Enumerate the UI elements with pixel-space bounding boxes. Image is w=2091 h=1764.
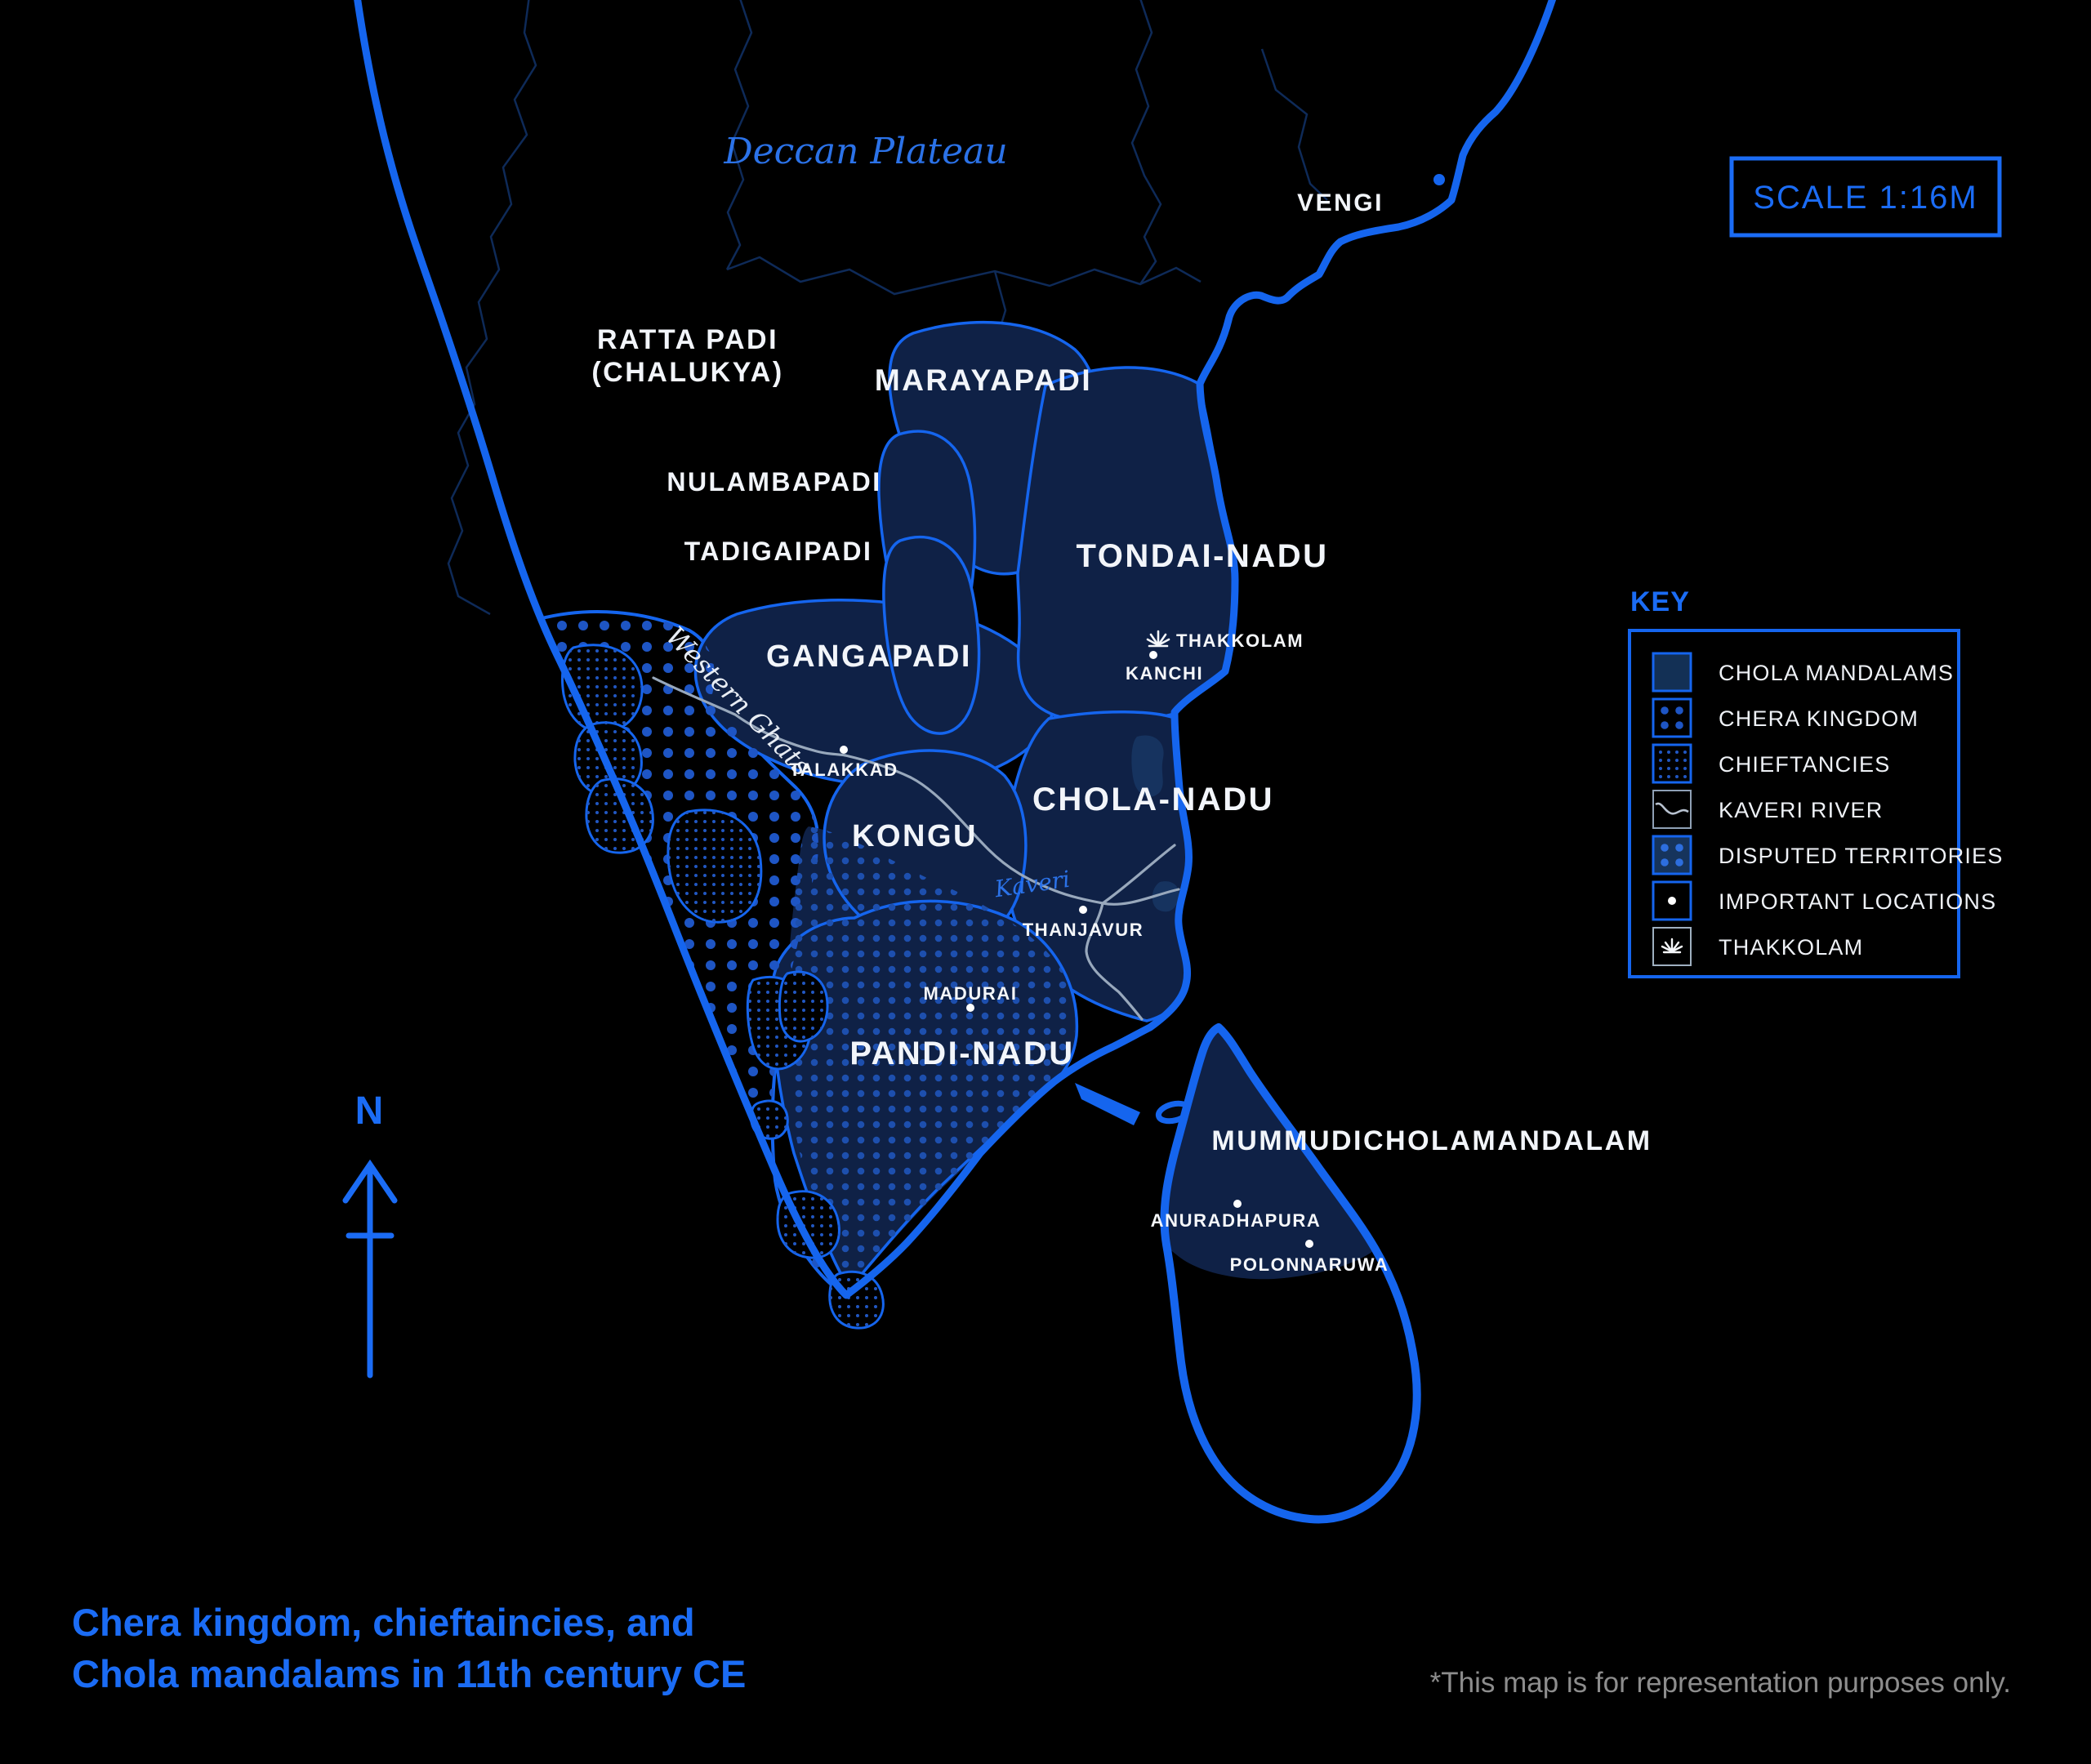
legend-heading: KEY	[1630, 586, 1690, 617]
polonnaruwa-label: POLONNARUWA	[1230, 1254, 1389, 1275]
scale-label: SCALE 1:16M	[1753, 180, 1977, 216]
legend-item-label: CHIEFTANCIES	[1719, 752, 1890, 777]
anuradhapura-dot	[1233, 1200, 1242, 1208]
north-label: N	[355, 1089, 384, 1133]
location-swatch-icon	[1652, 880, 1692, 921]
label-ratta-padi-2: (CHALUKYA)	[591, 357, 783, 388]
legend-item-label: DISPUTED TERRITORIES	[1719, 844, 2004, 868]
legend-item-thakkolam: THAKKOLAM	[1652, 927, 1863, 966]
chieftancy-enclaves	[561, 644, 885, 1330]
sri-lanka-coastline	[1160, 1023, 1421, 1524]
delta-texture	[1131, 735, 1179, 912]
mummudicholamandalam-fill	[1164, 1027, 1375, 1280]
kaveri-river	[652, 676, 1180, 1021]
legend-item-label: THAKKOLAM	[1719, 935, 1863, 960]
north-arrow-glyph	[342, 1159, 398, 1379]
chieftancy-blob	[828, 1270, 885, 1330]
india-coastline	[354, 0, 1557, 1299]
disputed-dots-overlay	[784, 826, 1076, 1289]
region-tadigaipadi	[882, 536, 981, 735]
deccan-plateau-label: Deccan Plateau	[723, 131, 1007, 172]
delta-islet	[1433, 174, 1445, 185]
label-marayapadi: MARAYAPADI	[875, 363, 1092, 397]
talakkad-dot	[840, 746, 848, 754]
label-mummudicholamandalam: MUMMUDICHOLAMANDALAM	[1211, 1125, 1652, 1156]
thakkolam-label: THAKKOLAM	[1176, 630, 1304, 651]
fine-dots	[1659, 751, 1687, 778]
legend-item-chera-kingdom: CHERA KINGDOM	[1652, 697, 1919, 738]
label-ratta-padi: RATTA PADI	[597, 324, 778, 355]
madurai-label: MADURAI	[923, 983, 1017, 1004]
thanjavur-dot	[1079, 906, 1087, 914]
legend-box	[1628, 629, 1960, 978]
label-gangapadi: GANGAPADI	[766, 639, 972, 674]
kanchi-dot	[1149, 651, 1157, 659]
region-labels: RATTA PADI (CHALUKYA) VENGI MARAYAPADI N…	[591, 189, 1652, 1156]
label-pandi-nadu: PANDI-NADU	[849, 1036, 1074, 1071]
legend-item-label: KAVERI RIVER	[1719, 798, 1883, 822]
label-tadigaipadi: TADIGAIPADI	[684, 537, 873, 566]
chieftancy-blob	[778, 970, 829, 1043]
legend-item-chieftancies: CHIEFTANCIES	[1652, 743, 1890, 784]
disputed-swatch-icon	[1652, 835, 1692, 875]
label-vengi: VENGI	[1297, 189, 1384, 216]
kanchi-label: KANCHI	[1126, 663, 1203, 684]
legend-item-label: CHERA KINGDOM	[1719, 706, 1919, 731]
city-markers: THAKKOLAM KANCHI TALAKKAD THANJAVUR MADU…	[789, 630, 1389, 1275]
chieftancy-blob	[667, 808, 763, 924]
label-tondai-nadu: TONDAI-NADU	[1077, 538, 1329, 574]
battle-icon	[1146, 630, 1170, 648]
battle-site-thakkolam	[1146, 630, 1170, 648]
solid-swatch-icon	[1652, 652, 1692, 693]
scale-indicator: SCALE 1:16M	[1729, 156, 2002, 238]
battle-icon	[1661, 938, 1683, 954]
thanjavur-label: THANJAVUR	[1023, 920, 1144, 940]
label-nulambapadi: NULAMBAPADI	[667, 467, 881, 497]
label-kongu: KONGU	[852, 819, 978, 853]
disclaimer-text: *This map is for representation purposes…	[1430, 1667, 2011, 1699]
legend: KEY CHOLA MANDALAMS CHERA KINGDOM CHIEFT…	[1628, 586, 2004, 978]
anuradhapura-label: ANURADHAPURA	[1151, 1210, 1322, 1231]
map-title: Chera kingdom, chieftaincies, and Chola …	[72, 1601, 746, 1695]
large-dots-swatch-icon	[1652, 697, 1692, 738]
talakkad-label: TALAKKAD	[789, 760, 898, 780]
north-arrow: N	[342, 1089, 398, 1379]
title-line-2: Chola mandalams in 11th century CE	[72, 1652, 746, 1695]
legend-item-label: IMPORTANT LOCATIONS	[1719, 889, 1996, 914]
rameswaram-spit	[1075, 1083, 1140, 1125]
polonnaruwa-dot	[1305, 1240, 1313, 1248]
legend-item-important-locations: IMPORTANT LOCATIONS	[1652, 880, 1996, 921]
legend-item-disputed-territories: DISPUTED TERRITORIES	[1652, 835, 2004, 875]
madurai-dot	[966, 1004, 974, 1012]
title-line-1: Chera kingdom, chieftaincies, and	[72, 1601, 695, 1644]
legend-item-kaveri-river: KAVERI RIVER	[1652, 790, 1883, 829]
legend-item-chola-mandalams: CHOLA MANDALAMS	[1652, 652, 1954, 693]
legend-item-label: CHOLA MANDALAMS	[1719, 661, 1954, 685]
label-chola-nadu: CHOLA-NADU	[1032, 782, 1274, 817]
